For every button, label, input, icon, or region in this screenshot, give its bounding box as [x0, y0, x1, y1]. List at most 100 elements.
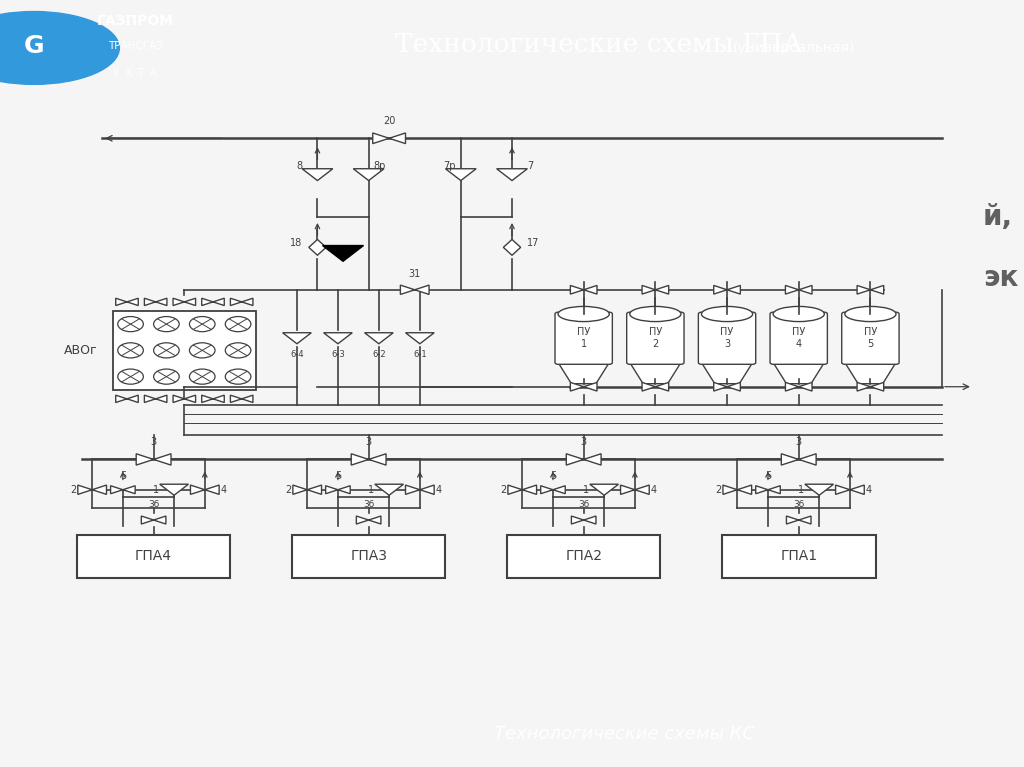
Circle shape [0, 12, 120, 84]
Polygon shape [400, 285, 429, 295]
Polygon shape [283, 333, 311, 344]
Ellipse shape [701, 307, 753, 321]
Text: 31: 31 [409, 269, 421, 279]
Polygon shape [845, 363, 896, 384]
Text: 1: 1 [583, 485, 589, 495]
Polygon shape [786, 516, 811, 524]
Polygon shape [497, 169, 527, 180]
Text: АВОг: АВОг [63, 344, 97, 357]
Text: 3б: 3б [364, 500, 374, 509]
Text: ПУ
4: ПУ 4 [792, 328, 806, 349]
Polygon shape [136, 454, 171, 465]
Polygon shape [190, 485, 219, 495]
Text: 2: 2 [286, 485, 292, 495]
Polygon shape [566, 454, 601, 465]
Polygon shape [805, 484, 834, 495]
Text: 4: 4 [650, 485, 656, 495]
Polygon shape [116, 298, 138, 305]
Polygon shape [365, 333, 393, 344]
Text: 5: 5 [335, 471, 341, 481]
Polygon shape [836, 485, 864, 495]
Polygon shape [116, 395, 138, 403]
Polygon shape [406, 333, 434, 344]
Text: 2: 2 [716, 485, 722, 495]
Polygon shape [202, 298, 224, 305]
Polygon shape [144, 298, 167, 305]
Text: й,: й, [983, 203, 1013, 231]
FancyBboxPatch shape [842, 312, 899, 364]
Polygon shape [323, 245, 364, 262]
Polygon shape [202, 395, 224, 403]
Text: G: G [24, 34, 44, 58]
Polygon shape [230, 395, 253, 403]
Polygon shape [714, 285, 740, 294]
Polygon shape [723, 485, 752, 495]
Circle shape [154, 317, 179, 331]
Polygon shape [642, 383, 669, 391]
Text: ГАЗПРОМ: ГАЗПРОМ [96, 14, 174, 28]
Polygon shape [309, 239, 326, 255]
Polygon shape [445, 169, 476, 180]
Text: 5: 5 [550, 471, 556, 481]
Circle shape [118, 369, 143, 384]
Circle shape [225, 343, 251, 358]
Polygon shape [173, 298, 196, 305]
Text: 1: 1 [153, 485, 159, 495]
Bar [77, 535, 230, 578]
Polygon shape [630, 363, 681, 384]
Text: ПУ
2: ПУ 2 [648, 328, 663, 349]
Polygon shape [756, 486, 780, 494]
Circle shape [118, 343, 143, 358]
Text: Технологические схемы ГПА: Технологические схемы ГПА [395, 31, 803, 57]
Text: 17: 17 [527, 238, 540, 248]
Text: ТРАНСГАЗ: ТРАНСГАЗ [108, 41, 163, 51]
Circle shape [225, 369, 251, 384]
Polygon shape [571, 516, 596, 524]
Text: 4: 4 [435, 485, 441, 495]
Text: 3б: 3б [794, 500, 804, 509]
Text: 6-4: 6-4 [290, 351, 304, 360]
Text: ГПА4: ГПА4 [135, 549, 172, 564]
Text: 3: 3 [366, 437, 372, 447]
Bar [113, 311, 256, 390]
Text: 20: 20 [383, 116, 395, 127]
Polygon shape [857, 285, 884, 294]
Polygon shape [302, 169, 333, 180]
Bar [507, 535, 660, 578]
Circle shape [118, 317, 143, 331]
Circle shape [225, 317, 251, 331]
FancyBboxPatch shape [770, 312, 827, 364]
Polygon shape [406, 485, 434, 495]
Polygon shape [111, 486, 135, 494]
FancyBboxPatch shape [555, 312, 612, 364]
Text: 18: 18 [290, 238, 302, 248]
Text: 6-2: 6-2 [372, 351, 386, 360]
Text: 1: 1 [368, 485, 374, 495]
Text: ГПА3: ГПА3 [350, 549, 387, 564]
Ellipse shape [558, 307, 609, 321]
Text: 7: 7 [527, 160, 534, 170]
Polygon shape [324, 333, 352, 344]
FancyBboxPatch shape [627, 312, 684, 364]
Circle shape [189, 369, 215, 384]
Polygon shape [781, 454, 816, 465]
Circle shape [189, 317, 215, 331]
Text: ПУ
5: ПУ 5 [863, 328, 878, 349]
Text: 3: 3 [151, 437, 157, 447]
Polygon shape [773, 363, 824, 384]
Polygon shape [621, 485, 649, 495]
Polygon shape [701, 363, 753, 384]
Polygon shape [326, 486, 350, 494]
Text: Технологические схемы КС: Технологические схемы КС [495, 726, 755, 743]
Text: 2: 2 [71, 485, 77, 495]
Polygon shape [173, 395, 196, 403]
Polygon shape [373, 133, 406, 143]
Text: ПУ
3: ПУ 3 [720, 328, 734, 349]
Polygon shape [570, 285, 597, 294]
Ellipse shape [630, 307, 681, 321]
Text: ПУ
1: ПУ 1 [577, 328, 591, 349]
Text: 3: 3 [796, 437, 802, 447]
Polygon shape [160, 484, 188, 495]
Polygon shape [351, 454, 386, 465]
Ellipse shape [845, 307, 896, 321]
